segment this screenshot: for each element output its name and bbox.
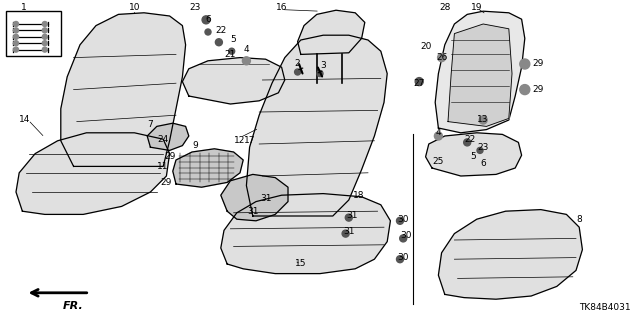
Polygon shape (147, 123, 189, 150)
Circle shape (317, 71, 323, 76)
Text: 8: 8 (577, 215, 582, 224)
Circle shape (202, 16, 210, 24)
Text: 30: 30 (401, 231, 412, 240)
Text: 20: 20 (420, 42, 431, 51)
Circle shape (243, 57, 250, 65)
Text: 16: 16 (276, 4, 287, 12)
Circle shape (205, 29, 211, 35)
Text: 29: 29 (164, 152, 175, 161)
Polygon shape (221, 174, 288, 221)
Text: 29: 29 (161, 178, 172, 187)
Text: 19: 19 (471, 4, 483, 12)
Text: 22: 22 (465, 135, 476, 144)
Polygon shape (298, 10, 365, 54)
Polygon shape (182, 58, 285, 104)
Text: 28: 28 (439, 4, 451, 12)
Text: 29: 29 (532, 60, 543, 68)
Circle shape (479, 116, 487, 124)
Text: 26: 26 (436, 53, 447, 62)
Circle shape (42, 34, 47, 39)
Polygon shape (426, 133, 522, 176)
Circle shape (415, 77, 423, 85)
Text: 30: 30 (397, 215, 409, 224)
Text: 4: 4 (244, 45, 249, 54)
Text: 13: 13 (477, 116, 489, 124)
Circle shape (13, 21, 19, 27)
Text: 5: 5 (231, 36, 236, 44)
Text: 15: 15 (295, 260, 307, 268)
Circle shape (13, 28, 19, 33)
Text: TK84B4031: TK84B4031 (579, 303, 630, 312)
Text: 23: 23 (477, 143, 489, 152)
Text: 31: 31 (343, 228, 355, 236)
Circle shape (438, 53, 445, 61)
Text: 12: 12 (234, 136, 246, 145)
Circle shape (42, 21, 47, 27)
Text: 1: 1 (22, 4, 27, 12)
Circle shape (397, 256, 403, 263)
Circle shape (520, 59, 530, 69)
Text: 22: 22 (215, 26, 227, 35)
Text: 29: 29 (532, 85, 543, 94)
Text: 24: 24 (157, 135, 169, 144)
Text: 21: 21 (225, 50, 236, 59)
Polygon shape (435, 11, 525, 133)
Text: 25: 25 (433, 157, 444, 166)
Circle shape (520, 84, 530, 95)
Text: 11: 11 (157, 162, 169, 171)
Text: 31: 31 (260, 194, 271, 203)
Circle shape (477, 148, 483, 153)
Text: 10: 10 (129, 4, 140, 12)
Polygon shape (448, 24, 512, 126)
Polygon shape (16, 133, 170, 214)
Circle shape (216, 39, 222, 46)
Polygon shape (438, 210, 582, 299)
Text: 7: 7 (148, 120, 153, 129)
Text: 5: 5 (471, 152, 476, 161)
Text: 31: 31 (346, 212, 358, 220)
Circle shape (464, 139, 470, 146)
Text: 6: 6 (205, 15, 211, 24)
Text: 31: 31 (247, 207, 259, 216)
Circle shape (342, 230, 349, 237)
Text: 9: 9 (193, 141, 198, 150)
Circle shape (42, 47, 47, 52)
Circle shape (13, 34, 19, 39)
Text: 3: 3 (321, 61, 326, 70)
Text: 17: 17 (244, 136, 255, 145)
Circle shape (228, 48, 235, 54)
Circle shape (397, 217, 403, 224)
Circle shape (13, 47, 19, 52)
Circle shape (400, 235, 406, 242)
Circle shape (13, 41, 19, 46)
Polygon shape (246, 35, 387, 216)
Circle shape (42, 28, 47, 33)
Polygon shape (221, 194, 390, 274)
Circle shape (294, 69, 301, 75)
Polygon shape (61, 13, 186, 166)
Text: 27: 27 (413, 79, 425, 88)
Polygon shape (173, 149, 243, 187)
Text: 18: 18 (353, 191, 364, 200)
Circle shape (42, 41, 47, 46)
Text: 30: 30 (397, 253, 409, 262)
Circle shape (346, 214, 352, 221)
Text: 14: 14 (19, 116, 30, 124)
Text: FR.: FR. (63, 301, 84, 311)
Text: 23: 23 (189, 4, 201, 12)
Text: 6: 6 (481, 159, 486, 168)
Text: 4: 4 (436, 128, 441, 137)
Text: 2: 2 (295, 60, 300, 68)
Circle shape (435, 132, 442, 140)
